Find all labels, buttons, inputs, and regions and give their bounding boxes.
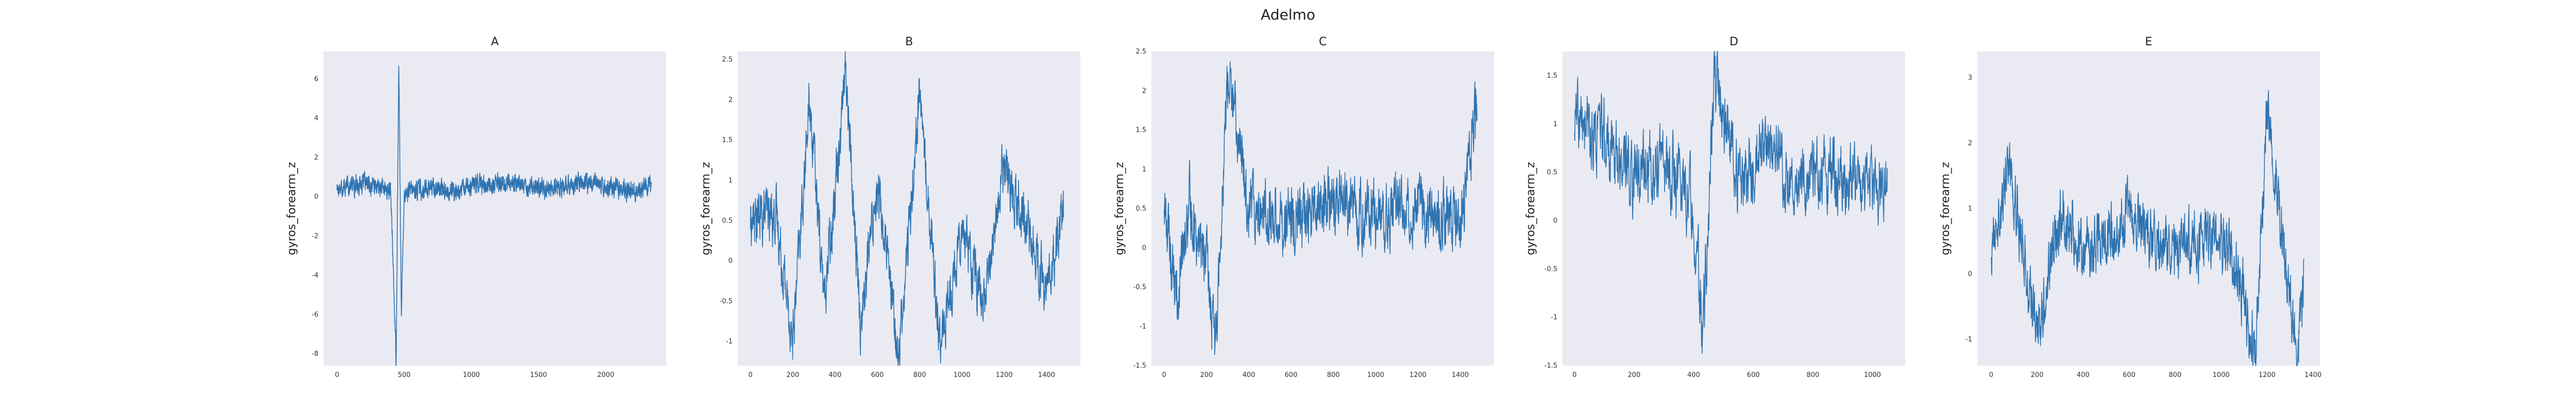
y-tick-label: 1.5	[1547, 72, 1557, 80]
x-tick-label: 200	[1200, 371, 1213, 379]
y-tick-label: 2.5	[1136, 48, 1146, 56]
y-tick-label: 0.5	[722, 217, 733, 225]
y-tick-label: -1	[1140, 323, 1146, 331]
x-tick-label: 200	[1628, 371, 1640, 379]
y-tick-label: -0.5	[1133, 284, 1146, 291]
series-line	[750, 51, 1064, 366]
x-tick-label: 0	[335, 371, 339, 379]
y-tick-label: 2	[728, 96, 733, 104]
x-tick-label: 1000	[2213, 371, 2230, 379]
x-tick-label: 600	[1285, 371, 1298, 379]
x-tick-label: 200	[2031, 371, 2044, 379]
x-tick-label: 1000	[463, 371, 480, 379]
y-tick-label: 0	[1968, 270, 1972, 278]
y-tick-label: 0	[728, 258, 733, 265]
y-tick-label: 2.5	[722, 56, 733, 64]
x-tick-label: 0	[1572, 371, 1577, 379]
series-line	[336, 65, 652, 366]
x-tick-label: 1200	[2259, 371, 2276, 379]
x-tick-label: 1400	[1452, 371, 1469, 379]
y-tick-label: -0.5	[720, 298, 733, 305]
subplot-title: A	[491, 36, 499, 48]
subplot-title: E	[2145, 36, 2153, 48]
y-tick-label: -2	[312, 232, 318, 240]
x-tick-label: 1500	[530, 371, 547, 379]
series-line	[1991, 90, 2304, 366]
series-line	[1574, 51, 1888, 354]
x-tick-label: 400	[2077, 371, 2090, 379]
y-tick-label: -1.5	[1545, 362, 1557, 370]
x-tick-label: 800	[913, 371, 926, 379]
y-tick-label: 1.5	[1136, 127, 1146, 134]
y-axis-label: gyros_forearm_z	[1524, 162, 1537, 255]
x-tick-label: 500	[398, 371, 411, 379]
x-tick-label: 600	[2123, 371, 2136, 379]
subplot-title: D	[1730, 36, 1738, 48]
y-tick-label: 1	[1142, 166, 1146, 174]
subplot-title: B	[905, 36, 913, 48]
x-tick-label: 0	[1162, 371, 1166, 379]
y-tick-label: -0.5	[1545, 265, 1557, 273]
x-tick-label: 1400	[2304, 371, 2321, 379]
x-tick-label: 400	[1242, 371, 1255, 379]
y-tick-label: 2	[1142, 87, 1146, 95]
y-tick-label: -6	[312, 311, 318, 319]
x-tick-label: 1200	[1410, 371, 1427, 379]
y-axis-label: gyros_forearm_z	[1113, 162, 1126, 255]
x-tick-label: 1000	[1367, 371, 1384, 379]
y-tick-label: 2	[314, 154, 318, 162]
y-tick-label: 0	[1553, 217, 1557, 225]
x-tick-label: 2000	[597, 371, 614, 379]
y-tick-label: 1	[728, 177, 733, 184]
x-tick-label: 400	[1687, 371, 1700, 379]
y-tick-label: 3	[1968, 74, 1972, 82]
y-tick-label: 0	[1142, 244, 1146, 252]
x-tick-label: 1000	[954, 371, 971, 379]
x-tick-label: 200	[786, 371, 799, 379]
y-tick-label: -1	[726, 338, 733, 346]
x-tick-label: 800	[2168, 371, 2181, 379]
y-tick-label: 1	[1553, 121, 1557, 128]
y-tick-label: 1.5	[722, 136, 733, 144]
x-tick-label: 1400	[1038, 371, 1055, 379]
plot-area	[324, 52, 666, 366]
x-tick-label: 0	[748, 371, 752, 379]
x-tick-label: 800	[1806, 371, 1819, 379]
y-tick-label: 0.5	[1136, 205, 1146, 213]
y-axis-label: gyros_forearm_z	[285, 162, 298, 255]
y-axis-label: gyros_forearm_z	[700, 162, 713, 255]
x-tick-label: 1200	[996, 371, 1013, 379]
plot-area	[1563, 52, 1905, 366]
figure-title: Adelmo	[1261, 6, 1315, 23]
series-line	[1163, 61, 1478, 355]
x-tick-label: 1000	[1864, 371, 1881, 379]
y-tick-label: 0	[314, 193, 318, 201]
y-tick-label: -1	[1551, 314, 1557, 321]
y-tick-label: -4	[312, 272, 318, 280]
x-tick-label: 400	[828, 371, 841, 379]
x-tick-label: 0	[1989, 371, 1993, 379]
y-tick-label: -1	[1965, 336, 1972, 344]
x-tick-label: 600	[1747, 371, 1760, 379]
x-tick-label: 600	[871, 371, 884, 379]
y-tick-label: 0.5	[1547, 169, 1557, 177]
subplot-title: C	[1319, 36, 1327, 48]
y-tick-label: 6	[314, 75, 318, 83]
x-tick-label: 800	[1327, 371, 1340, 379]
y-tick-label: 2	[1968, 140, 1972, 147]
y-tick-label: -8	[312, 350, 318, 358]
y-tick-label: -1.5	[1133, 362, 1146, 370]
y-tick-label: 4	[314, 115, 318, 123]
y-tick-label: 1	[1968, 205, 1972, 213]
y-axis-label: gyros_forearm_z	[1939, 162, 1952, 255]
